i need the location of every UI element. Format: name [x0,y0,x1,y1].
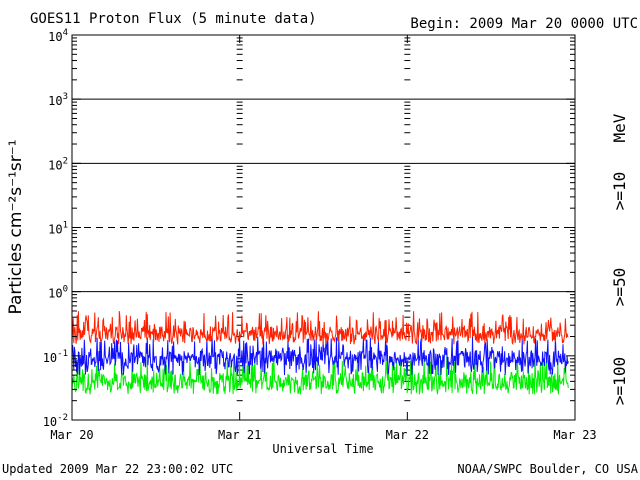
grid-lines [72,37,575,402]
series-line-ge50 [71,336,569,376]
plot-frame [71,34,576,421]
source-label: NOAA/SWPC Boulder, CO USA [457,462,638,476]
y-tick-label: 103 [48,92,68,108]
x-tick-label: Mar 22 [386,428,429,442]
axis-ticks: 10-2 10-1 100 101 102 103 104 Mar 20 Mar 21 Mar 2… [43,28,597,442]
series-line-ge10 [71,311,569,346]
y-tick-label: 101 [48,221,68,237]
y-axis-title: Particles cm⁻²s⁻¹sr⁻¹ [6,139,26,314]
y-tick-label: 10-1 [43,349,68,365]
x-tick-label: Mar 23 [553,428,596,442]
data-series [71,311,569,395]
legend-ge50: >=50 [610,268,629,307]
x-axis-title: Universal Time [272,442,373,456]
legend-ge10: >=10 [610,172,629,211]
y-tick-label: 104 [48,28,68,44]
y-tick-label: 100 [48,285,68,301]
units-label: MeV [610,113,629,142]
series-line-ge100 [71,355,569,395]
chart-title: GOES11 Proton Flux (5 minute data) [30,11,317,27]
y-tick-label: 102 [48,156,68,172]
legend-ge100: >=100 [610,357,629,405]
begin-label: Begin: 2009 Mar 20 0000 UTC [410,16,638,32]
x-tick-label: Mar 20 [50,428,93,442]
y-tick-label: 10-2 [43,413,68,429]
x-tick-label: Mar 21 [218,428,261,442]
updated-label: Updated 2009 Mar 22 23:00:02 UTC [2,462,233,476]
